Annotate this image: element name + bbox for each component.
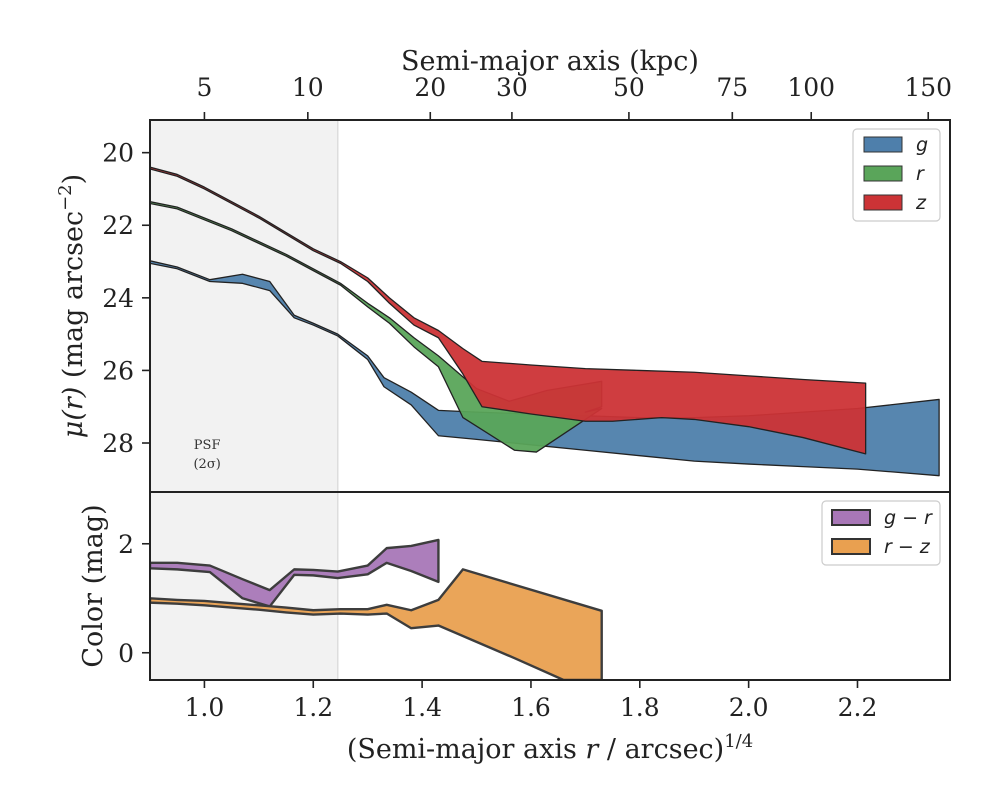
y-tick-label: 28 [102,429,134,458]
top-x-tick-label: 75 [716,73,748,102]
legend-swatch [863,165,903,182]
surface-brightness-bands [150,166,940,477]
legend-swatch [863,194,903,211]
band-top-2 [150,166,867,455]
y-axis-title-top: μ(r) (mag arcsec−2) [55,174,89,438]
legend-label: g − r [884,507,933,529]
bottom-panel-frame [149,491,951,681]
x-tick-label: 2.2 [838,693,878,722]
x-axis-title-close: / arcsec) [598,734,724,765]
legend-swatch [831,509,871,526]
y-tick-label: 22 [102,211,134,240]
y-tick-label: 24 [102,284,134,313]
top-x-tick-label: 150 [904,73,952,102]
y-axis-title-exponent: −2 [55,184,76,211]
legend-bottom: g − r r − z [821,500,941,566]
legend-label: g [916,134,928,156]
color-bands [150,538,603,680]
top-x-tick-label: 20 [414,73,446,102]
band-bottom-0 [150,538,440,608]
x-tick-label: 1.0 [185,693,225,722]
x-axis-title-open: (Semi-major axis [347,734,586,765]
legend-label: r [916,163,925,185]
legend-top: grz [852,128,941,222]
top-axis-title: Semi-major axis (kpc) [401,46,699,77]
x-axis-title-exponent: 1/4 [724,731,753,752]
legend-swatch [831,538,871,555]
x-axis-title: (Semi-major axis r / arcsec)1/4 [347,731,753,765]
y-axis-title-bottom: Color (mag) [78,504,109,667]
y-axis-title-mu: μ(r) [58,387,89,439]
psf-region-top [150,120,338,492]
y-tick-label: 26 [102,356,134,385]
y-tick-label: 20 [102,139,134,168]
color-y-tick-label: 0 [118,639,134,668]
top-x-tick-label: 10 [292,73,324,102]
top-x-tick-label: 5 [196,73,212,102]
y-axis-title-main: (mag arcsec [58,211,89,387]
psf-label: PSF [194,438,221,453]
top-x-tick-label: 30 [496,73,528,102]
psf-label-sigma: (2σ) [193,457,220,472]
color-y-tick-label: 2 [118,530,134,559]
x-tick-label: 2.0 [729,693,769,722]
top-x-tick-label: 100 [787,73,835,102]
top-x-tick-label: 50 [613,73,645,102]
legend-label: r − z [884,536,931,558]
axis-ticks: 1.0 1.2 1.4 1.6 1.8 2.0 2.25 10 20 30 50 75 100 15020… [102,73,952,722]
x-tick-label: 1.2 [293,693,333,722]
x-tick-label: 1.6 [511,693,551,722]
legend-label: z [915,192,927,214]
x-axis-title-r: r [585,734,600,765]
x-tick-label: 1.8 [620,693,660,722]
legend-swatch [863,136,903,153]
band-bottom-1 [150,568,603,680]
y-axis-title-suffix: ) [58,174,89,185]
x-tick-label: 1.4 [402,693,442,722]
